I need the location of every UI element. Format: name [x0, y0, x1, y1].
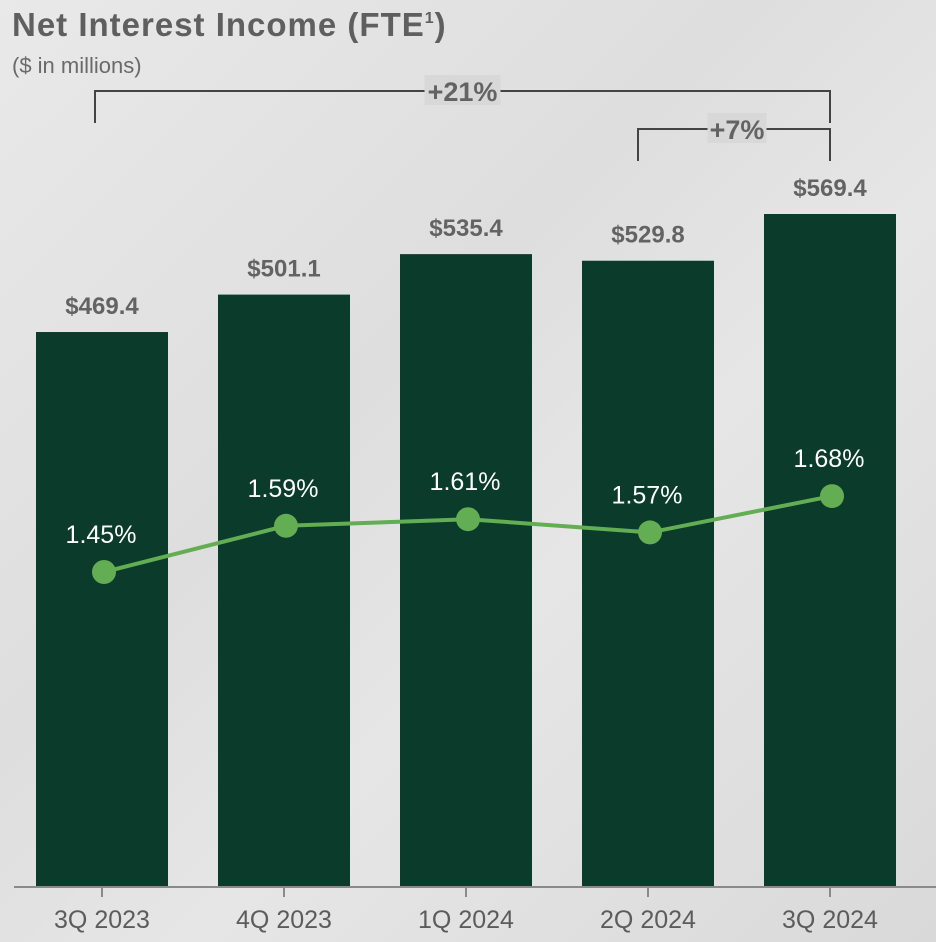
bar-3q-2023: [36, 332, 168, 886]
margin-label: 1.61%: [430, 468, 501, 496]
margin-point: [456, 507, 480, 532]
margin-label: 1.68%: [794, 445, 865, 473]
bar-value-label: $569.4: [793, 175, 867, 202]
x-tick-label: 3Q 2024: [782, 906, 878, 934]
margin-label: 1.59%: [248, 475, 319, 503]
margin-point: [820, 484, 844, 509]
bar-value-label: $535.4: [429, 215, 503, 242]
bar-4q-2023: [218, 294, 350, 887]
change-bracket-qoq-label: +7%: [710, 115, 765, 145]
chart-title: Net Interest Income (FTE1): [12, 6, 447, 44]
margin-point: [92, 560, 116, 584]
margin-label: 1.45%: [66, 521, 137, 549]
footnote-marker: 1: [424, 10, 435, 27]
x-tick-label: 1Q 2024: [418, 906, 514, 934]
change-bracket-qoq-label-bg: [707, 113, 767, 143]
margin-label: 1.57%: [612, 481, 683, 509]
margin-point: [638, 520, 662, 545]
change-bracket-qoq-right: [766, 128, 831, 161]
change-bracket-yoy-label-bg: [424, 75, 501, 105]
bar-1q-2024: [400, 254, 532, 886]
margin-point: [274, 513, 298, 538]
change-bracket-yoy-left: [94, 90, 425, 123]
x-tick-label: 4Q 2023: [236, 906, 332, 934]
chart-title-close: ): [434, 6, 447, 43]
chart-title-text: Net Interest Income (FTE: [12, 6, 425, 43]
bar-2q-2024: [582, 260, 714, 887]
change-bracket-qoq-left: [637, 128, 708, 161]
x-tick-label: 2Q 2024: [600, 906, 696, 934]
change-bracket-yoy-right: [500, 90, 831, 123]
change-bracket-yoy-label: +21%: [428, 77, 498, 107]
bar-value-label: $501.1: [247, 256, 320, 283]
bar-value-label: $529.8: [611, 222, 684, 249]
bar-value-label: $469.4: [65, 293, 139, 320]
chart-subtitle: ($ in millions): [12, 53, 142, 78]
x-tick-label: 3Q 2023: [54, 906, 150, 934]
bar-3q-2024: [764, 214, 896, 886]
